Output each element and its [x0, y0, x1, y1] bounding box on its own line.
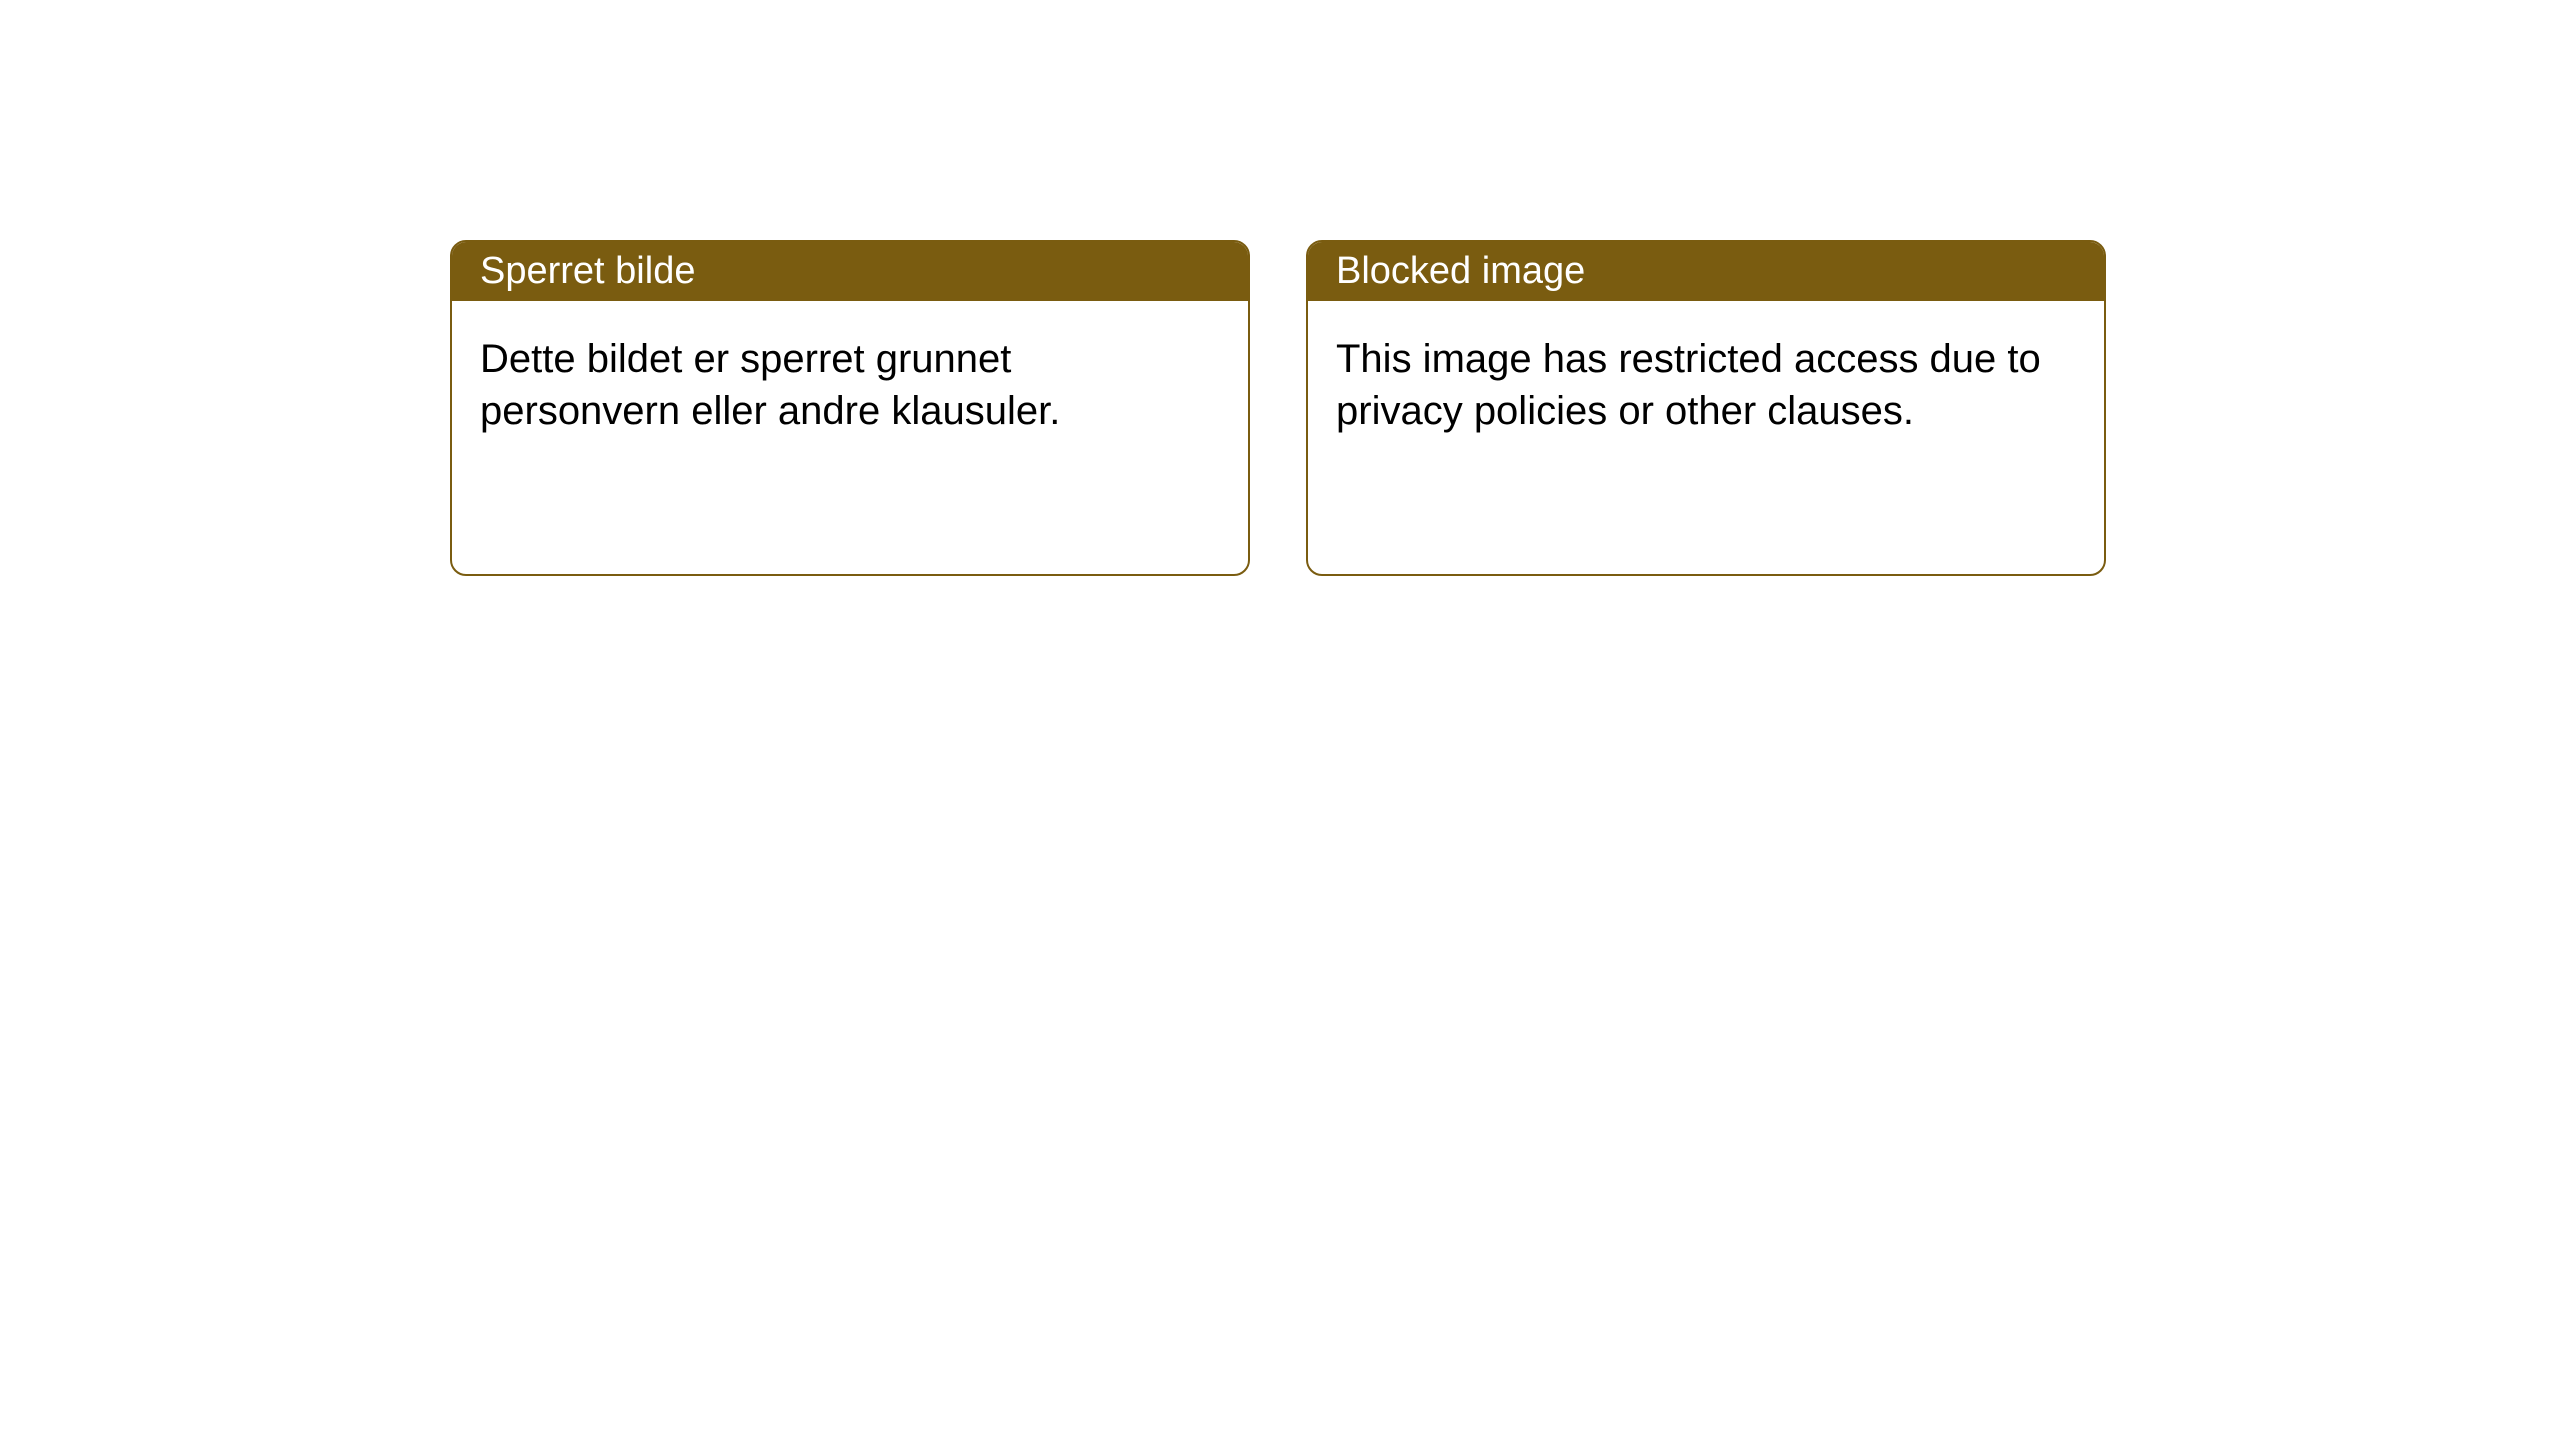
card-body: Dette bildet er sperret grunnet personve…: [452, 301, 1248, 469]
card-title: Sperret bilde: [480, 250, 695, 292]
card-body-text: This image has restricted access due to …: [1336, 337, 2041, 433]
card-body-text: Dette bildet er sperret grunnet personve…: [480, 337, 1060, 433]
blocked-image-card-en: Blocked image This image has restricted …: [1306, 240, 2106, 576]
card-title: Blocked image: [1336, 250, 1585, 292]
blocked-image-card-no: Sperret bilde Dette bildet er sperret gr…: [450, 240, 1250, 576]
cards-container: Sperret bilde Dette bildet er sperret gr…: [450, 240, 2560, 576]
card-header: Blocked image: [1308, 242, 2104, 301]
card-header: Sperret bilde: [452, 242, 1248, 301]
card-body: This image has restricted access due to …: [1308, 301, 2104, 469]
